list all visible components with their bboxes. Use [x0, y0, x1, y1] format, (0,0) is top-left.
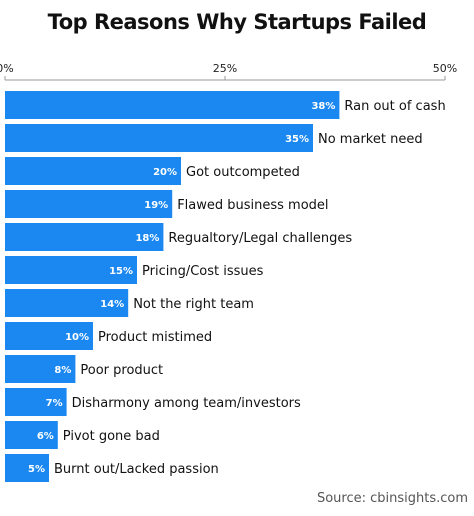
bar-category-label: Poor product	[80, 363, 163, 378]
source-note: Source: cbinsights.com	[316, 491, 468, 506]
bar-value-label: 35%	[285, 134, 309, 145]
bar	[5, 223, 164, 251]
bar	[5, 322, 93, 350]
bar-category-label: Pivot gone bad	[63, 429, 160, 444]
bar	[5, 91, 340, 119]
x-tick-label: 25%	[213, 62, 237, 75]
bar-category-label: Regualtory/Legal challenges	[168, 231, 352, 246]
bar-value-label: 8%	[54, 365, 71, 376]
bar-row: 38% Ran out of cash	[5, 91, 446, 119]
bar-value-label: 5%	[28, 464, 45, 475]
bar-row: 5% Burnt out/Lacked passion	[5, 454, 219, 482]
bar-value-label: 18%	[135, 233, 159, 244]
bar	[5, 157, 181, 185]
bar-row: 7% Disharmony among team/investors	[5, 388, 301, 416]
x-tick-label: 50%	[433, 62, 457, 75]
bar	[5, 124, 313, 152]
bar-category-label: No market need	[318, 132, 423, 147]
bar-row: 15% Pricing/Cost issues	[5, 256, 264, 284]
bar-row: 10% Product mistimed	[5, 322, 212, 350]
bar-row: 14% Not the right team	[5, 289, 254, 317]
bar-value-label: 7%	[46, 398, 63, 409]
bar-category-label: Not the right team	[133, 297, 254, 312]
x-tick-label: 0%	[0, 62, 14, 75]
bar-row: 20% Got outcompeted	[5, 157, 300, 185]
bar-row: 6% Pivot gone bad	[5, 421, 160, 449]
bar-value-label: 38%	[311, 101, 335, 112]
bar-category-label: Flawed business model	[177, 198, 328, 213]
bar-row: 8% Poor product	[5, 355, 163, 383]
bar	[5, 256, 137, 284]
bar-value-label: 14%	[100, 299, 124, 310]
bar-category-label: Burnt out/Lacked passion	[54, 462, 219, 477]
bar-category-label: Ran out of cash	[344, 99, 445, 114]
chart-title: Top Reasons Why Startups Failed	[47, 10, 427, 34]
bars: 38% Ran out of cash 35% No market need 20% Go…	[5, 91, 446, 482]
bar	[5, 421, 58, 449]
bar	[5, 355, 76, 383]
x-axis: 0% 25% 50%	[0, 62, 457, 81]
bar-row: 18% Regualtory/Legal challenges	[5, 223, 352, 251]
bar-category-label: Product mistimed	[98, 330, 212, 345]
bar-row: 35% No market need	[5, 124, 423, 152]
bar	[5, 190, 173, 218]
bar	[5, 388, 67, 416]
bar-value-label: 20%	[153, 167, 177, 178]
bar	[5, 454, 49, 482]
bar-category-label: Pricing/Cost issues	[142, 264, 264, 279]
bar-value-label: 15%	[109, 266, 133, 277]
bar-value-label: 19%	[144, 200, 168, 211]
bar-value-label: 6%	[37, 431, 54, 442]
bar-value-label: 10%	[65, 332, 89, 343]
bar	[5, 289, 129, 317]
bar-row: 19% Flawed business model	[5, 190, 329, 218]
bar-category-label: Got outcompeted	[186, 165, 300, 180]
bar-category-label: Disharmony among team/investors	[72, 396, 301, 411]
